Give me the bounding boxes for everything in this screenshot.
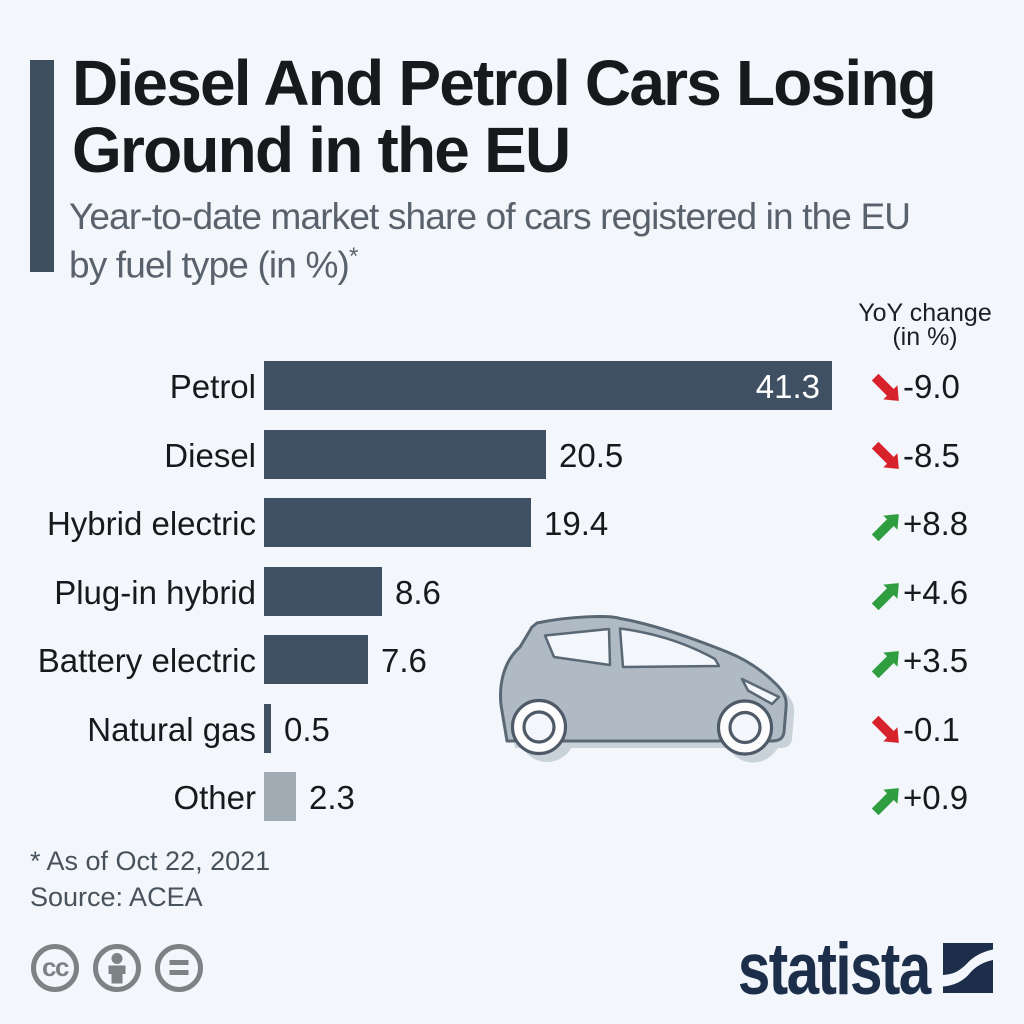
svg-text:cc: cc (42, 952, 69, 982)
